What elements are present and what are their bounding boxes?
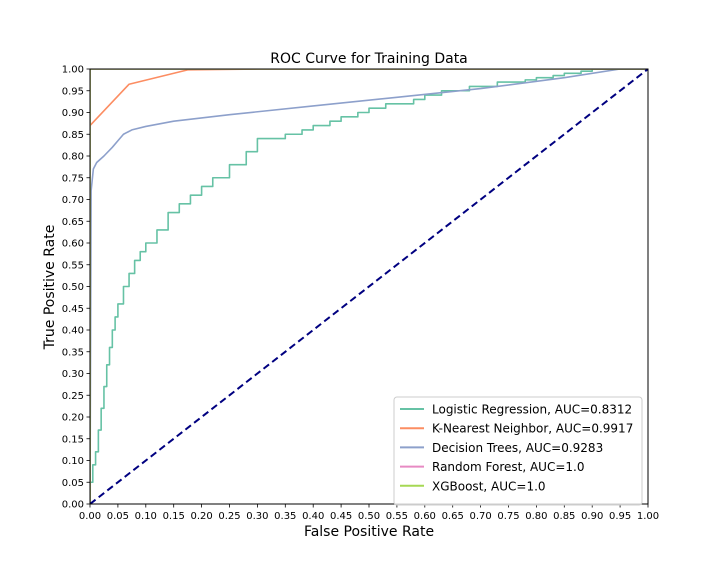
x-axis-title: False Positive Rate <box>304 524 434 540</box>
y-tick-label: 1.00 <box>62 65 84 76</box>
legend: Logistic Regression, AUC=0.8312 K-Nearest… <box>393 396 643 506</box>
series-layer <box>90 69 648 504</box>
y-tick-label: 0.75 <box>62 173 84 184</box>
legend-label: Logistic Regression, AUC=0.8312 <box>432 403 632 417</box>
y-axis: 0.00 0.05 0.10 0.15 0.20 0.25 0.30 0.35 0.40 0.45… <box>62 65 90 511</box>
x-tick-label: 0.85 <box>553 511 575 522</box>
x-tick-label: 0.40 <box>302 511 324 522</box>
x-tick-label: 0.35 <box>274 511 296 522</box>
y-tick-label: 0.50 <box>62 282 84 293</box>
legend-label: Random Forest, AUC=1.0 <box>432 460 584 474</box>
legend-label: Decision Trees, AUC=0.9283 <box>432 441 603 455</box>
y-tick-label: 0.40 <box>62 326 84 337</box>
x-tick-label: 0.50 <box>358 511 380 522</box>
y-tick-label: 0.00 <box>62 500 84 511</box>
y-tick-label: 0.95 <box>62 86 84 97</box>
x-tick-label: 0.10 <box>135 511 157 522</box>
y-tick-label: 0.25 <box>62 391 84 402</box>
y-tick-label: 0.45 <box>62 304 84 315</box>
x-tick-label: 0.20 <box>190 511 212 522</box>
x-tick-label: 0.95 <box>609 511 631 522</box>
legend-box <box>393 396 643 506</box>
y-tick-label: 0.15 <box>62 434 84 445</box>
series-line-2 <box>90 69 648 504</box>
x-tick-label: 0.80 <box>525 511 547 522</box>
x-tick-label: 0.00 <box>79 511 101 522</box>
baseline-diagonal <box>90 69 648 504</box>
chart-title: ROC Curve for Training Data <box>270 51 468 67</box>
y-tick-label: 0.05 <box>62 478 84 489</box>
y-axis-title: True Positive Rate <box>42 225 58 351</box>
x-tick-label: 0.60 <box>414 511 436 522</box>
x-tick-label: 0.70 <box>469 511 491 522</box>
plot-area <box>90 69 648 504</box>
y-tick-label: 0.70 <box>62 195 84 206</box>
y-tick-label: 0.90 <box>62 108 84 119</box>
x-tick-label: 0.25 <box>218 511 240 522</box>
y-tick-label: 0.65 <box>62 217 84 228</box>
x-tick-label: 0.30 <box>246 511 268 522</box>
x-tick-label: 0.75 <box>497 511 519 522</box>
y-tick-label: 0.55 <box>62 260 84 271</box>
legend-label: XGBoost, AUC=1.0 <box>432 479 546 493</box>
y-tick-label: 0.35 <box>62 347 84 358</box>
x-tick-label: 0.45 <box>330 511 352 522</box>
x-tick-label: 0.05 <box>107 511 129 522</box>
x-tick-label: 0.65 <box>442 511 464 522</box>
y-tick-label: 0.30 <box>62 369 84 380</box>
y-tick-label: 0.10 <box>62 456 84 467</box>
legend-label: K-Nearest Neighbor, AUC=0.9917 <box>432 422 633 436</box>
y-tick-label: 0.85 <box>62 130 84 141</box>
y-tick-label: 0.60 <box>62 239 84 250</box>
series-line-1 <box>90 69 648 127</box>
x-axis: 0.00 0.05 0.10 0.15 0.20 0.25 0.30 0.35 0.40 0.45… <box>79 504 659 522</box>
x-tick-label: 0.55 <box>386 511 408 522</box>
x-tick-label: 0.90 <box>581 511 603 522</box>
y-tick-label: 0.80 <box>62 152 84 163</box>
y-tick-label: 0.20 <box>62 413 84 424</box>
x-tick-label: 1.00 <box>637 511 659 522</box>
series-line-0 <box>90 69 648 504</box>
x-tick-label: 0.15 <box>163 511 185 522</box>
